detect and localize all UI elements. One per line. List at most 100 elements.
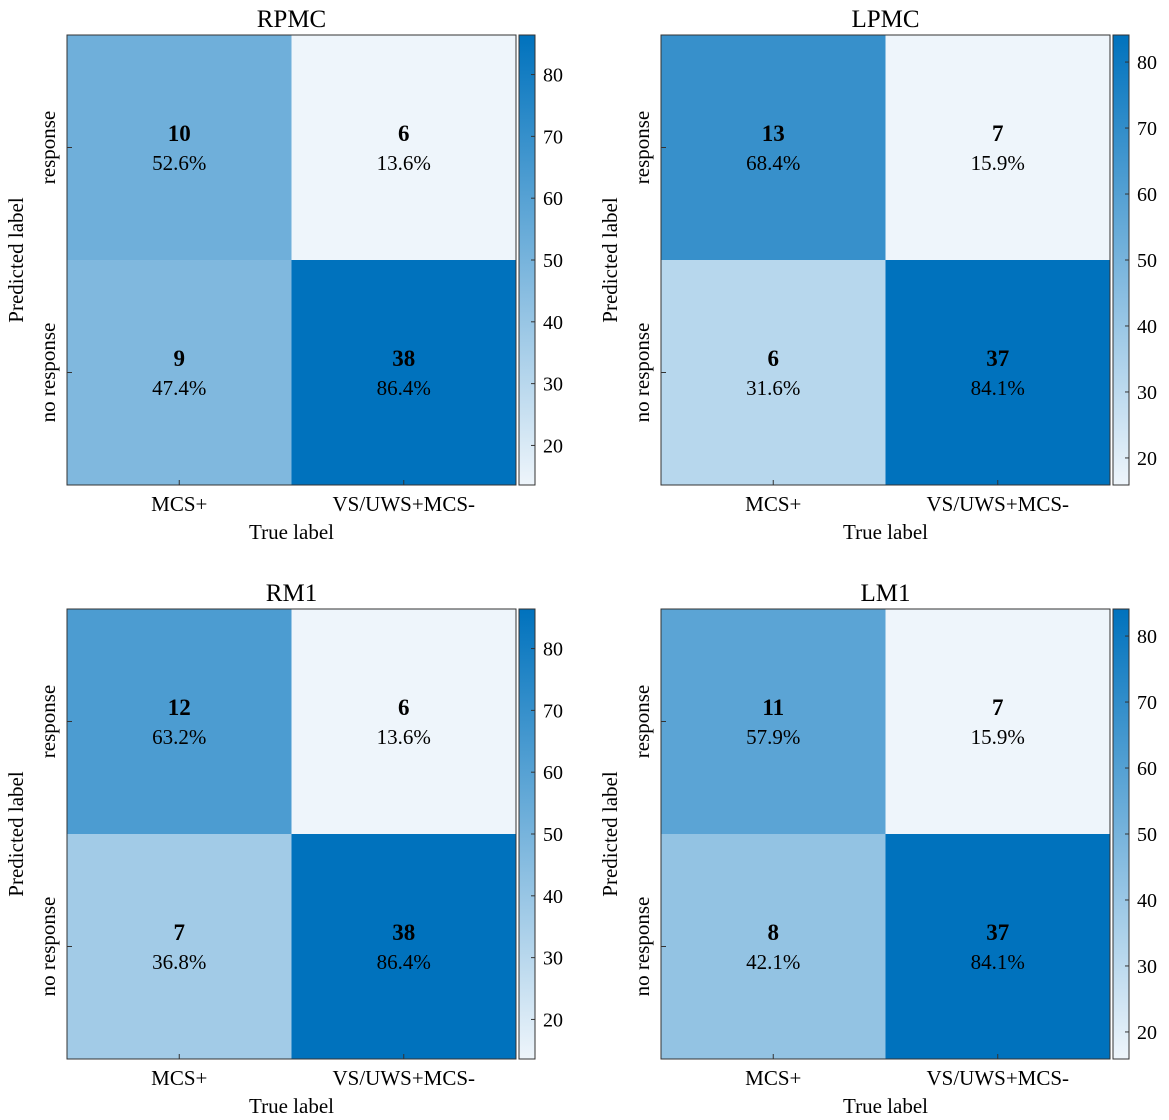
matrix-cell	[291, 834, 516, 1059]
y-tick-label: response	[36, 111, 60, 184]
cell-percent: 57.9%	[746, 725, 800, 749]
colorbar-tick-label: 70	[543, 126, 563, 148]
y-tick-label: response	[36, 685, 60, 758]
confusion-matrix-panel-rpmc: 10 52.6% 6 13.6% 9 47.4% 38 86.4% RPMC MCS+ VS/UWS…	[4, 6, 563, 544]
plot-frame	[660, 608, 1111, 1060]
confusion-matrix-panel-lpmc: 13 68.4% 7 15.9% 6 31.6% 37 84.1% LPMC MCS+ VS/UWS…	[598, 6, 1157, 544]
cell-percent: 63.2%	[152, 725, 206, 749]
confusion-matrix-panel-rm1: 12 63.2% 6 13.6% 7 36.8% 38 86.4% RM1 MCS+ VS/UWS+…	[4, 580, 563, 1118]
colorbar-tick-label: 50	[1137, 250, 1157, 272]
cell-count: 6	[398, 695, 410, 720]
colorbar-tick-label: 80	[543, 639, 563, 661]
matrix-cell	[661, 35, 886, 260]
cell-count: 12	[168, 695, 191, 720]
cell-percent: 13.6%	[377, 151, 431, 175]
cell-count: 6	[398, 121, 410, 146]
colorbar-tick-label: 40	[1137, 316, 1157, 338]
x-tick-label: VS/UWS+MCS-	[926, 492, 1069, 516]
cell-percent: 68.4%	[746, 151, 800, 175]
cell-percent: 15.9%	[971, 151, 1025, 175]
cell-percent: 15.9%	[971, 725, 1025, 749]
x-axis-label: True label	[249, 1094, 334, 1118]
matrix-cell	[291, 609, 516, 834]
cell-percent: 47.4%	[152, 376, 206, 400]
cell-count: 7	[992, 121, 1004, 146]
colorbar-tick-label: 70	[543, 700, 563, 722]
x-tick-label: MCS+	[151, 1066, 207, 1090]
colorbar-tick-label: 80	[1137, 52, 1157, 74]
matrix-cell	[67, 609, 292, 834]
cell-count: 37	[986, 920, 1009, 945]
cell-percent: 52.6%	[152, 151, 206, 175]
colorbar-tick-label: 40	[543, 312, 563, 334]
cell-percent: 31.6%	[746, 376, 800, 400]
colorbar-tick-label: 30	[543, 374, 563, 396]
colorbar-tick-label: 40	[1137, 890, 1157, 912]
colorbar-tick-label: 50	[1137, 824, 1157, 846]
cell-count: 6	[768, 346, 780, 371]
chart-title: RPMC	[257, 6, 326, 33]
matrix-cell	[885, 35, 1110, 260]
matrix-cell	[661, 609, 886, 834]
colorbar-tick-label: 50	[543, 250, 563, 272]
cell-count: 7	[174, 920, 186, 945]
colorbar-tick-label: 70	[1137, 118, 1157, 140]
y-tick-label: no response	[630, 897, 654, 997]
colorbar-tick-label: 30	[1137, 956, 1157, 978]
plot-frame	[66, 34, 517, 486]
chart-title: RM1	[266, 580, 317, 607]
cell-percent: 86.4%	[377, 950, 431, 974]
cell-count: 38	[392, 346, 415, 371]
y-tick-label: no response	[36, 323, 60, 423]
matrix-cell	[67, 834, 292, 1059]
matrix-cell	[885, 834, 1110, 1059]
cell-percent: 86.4%	[377, 376, 431, 400]
matrix-cell	[291, 35, 516, 260]
cell-percent: 13.6%	[377, 725, 431, 749]
cell-count: 11	[762, 695, 784, 720]
cell-percent: 42.1%	[746, 950, 800, 974]
colorbar-tick-label: 80	[543, 65, 563, 87]
colorbar-tick-label: 20	[543, 1009, 563, 1031]
cell-count: 37	[986, 346, 1009, 371]
plot-frame	[660, 34, 1111, 486]
confusion-matrix-panel-lm1: 11 57.9% 7 15.9% 8 42.1% 37 84.1% LM1 MCS+ VS/UWS+…	[598, 580, 1157, 1118]
y-tick-label: no response	[36, 897, 60, 997]
colorbar-tick-label: 60	[543, 188, 563, 210]
y-axis-label: Predicted label	[598, 197, 622, 323]
cell-count: 8	[768, 920, 780, 945]
plot-frame	[66, 608, 517, 1060]
y-tick-label: response	[630, 111, 654, 184]
y-tick-label: no response	[630, 323, 654, 423]
cell-count: 7	[992, 695, 1004, 720]
matrix-cell	[291, 260, 516, 485]
colorbar-tick-label: 20	[1137, 1022, 1157, 1044]
colorbar-tick-label: 60	[1137, 184, 1157, 206]
x-tick-label: MCS+	[151, 492, 207, 516]
chart-title: LPMC	[851, 6, 919, 33]
chart-title: LM1	[861, 580, 911, 607]
matrix-cell	[661, 834, 886, 1059]
matrix-cell	[661, 260, 886, 485]
x-tick-label: VS/UWS+MCS-	[332, 492, 475, 516]
y-axis-label: Predicted label	[4, 771, 28, 897]
colorbar-tick-label: 40	[543, 886, 563, 908]
matrix-cell	[885, 260, 1110, 485]
x-tick-label: MCS+	[745, 1066, 801, 1090]
x-axis-label: True label	[843, 520, 928, 544]
cell-percent: 36.8%	[152, 950, 206, 974]
y-axis-label: Predicted label	[598, 771, 622, 897]
x-axis-label: True label	[843, 1094, 928, 1118]
colorbar-tick-label: 20	[1137, 448, 1157, 470]
x-axis-label: True label	[249, 520, 334, 544]
x-tick-label: VS/UWS+MCS-	[926, 1066, 1069, 1090]
cell-count: 10	[168, 121, 191, 146]
cell-percent: 84.1%	[971, 376, 1025, 400]
cell-count: 38	[392, 920, 415, 945]
cell-count: 13	[762, 121, 785, 146]
y-tick-label: response	[630, 685, 654, 758]
y-axis-label: Predicted label	[4, 197, 28, 323]
x-tick-label: MCS+	[745, 492, 801, 516]
colorbar-tick-label: 20	[543, 435, 563, 457]
